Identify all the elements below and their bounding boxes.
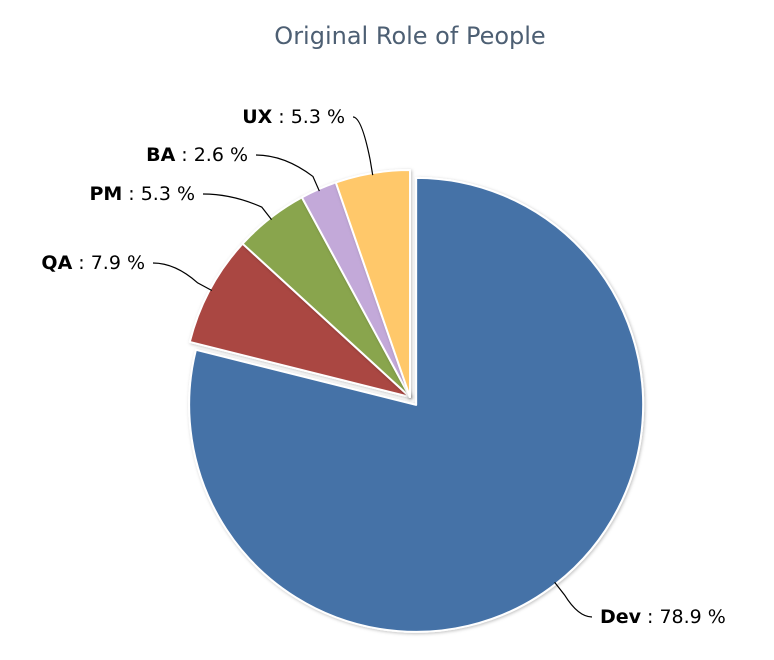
label-name: BA — [146, 144, 175, 166]
data-label: Dev:78.9 % — [600, 606, 726, 628]
label-name: PM — [89, 183, 122, 205]
label-value: 5.3 % — [291, 106, 345, 128]
label-separator: : — [128, 183, 134, 205]
label-separator: : — [278, 106, 284, 128]
connector — [255, 154, 320, 192]
connector — [554, 581, 593, 618]
label-separator: : — [181, 144, 187, 166]
connector — [152, 262, 213, 291]
data-label: BA:2.6 % — [146, 144, 248, 166]
label-value: 7.9 % — [91, 252, 145, 274]
label-separator: : — [647, 606, 653, 628]
label-name: UX — [242, 106, 272, 128]
connector — [202, 193, 273, 221]
pie: Dev:78.9 %QA:7.9 %PM:5.3 %BA:2.6 %UX:5.3… — [41, 106, 726, 633]
chart-title: Original Role of People — [274, 22, 545, 50]
data-label: PM:5.3 % — [89, 183, 195, 205]
label-value: 5.3 % — [141, 183, 195, 205]
label-value: 2.6 % — [194, 144, 248, 166]
label-name: QA — [41, 252, 72, 274]
connector — [352, 116, 374, 176]
data-label: QA:7.9 % — [41, 252, 145, 274]
label-value: 78.9 % — [659, 606, 725, 628]
label-separator: : — [78, 252, 84, 274]
label-name: Dev — [600, 606, 642, 628]
data-label: UX:5.3 % — [242, 106, 345, 128]
